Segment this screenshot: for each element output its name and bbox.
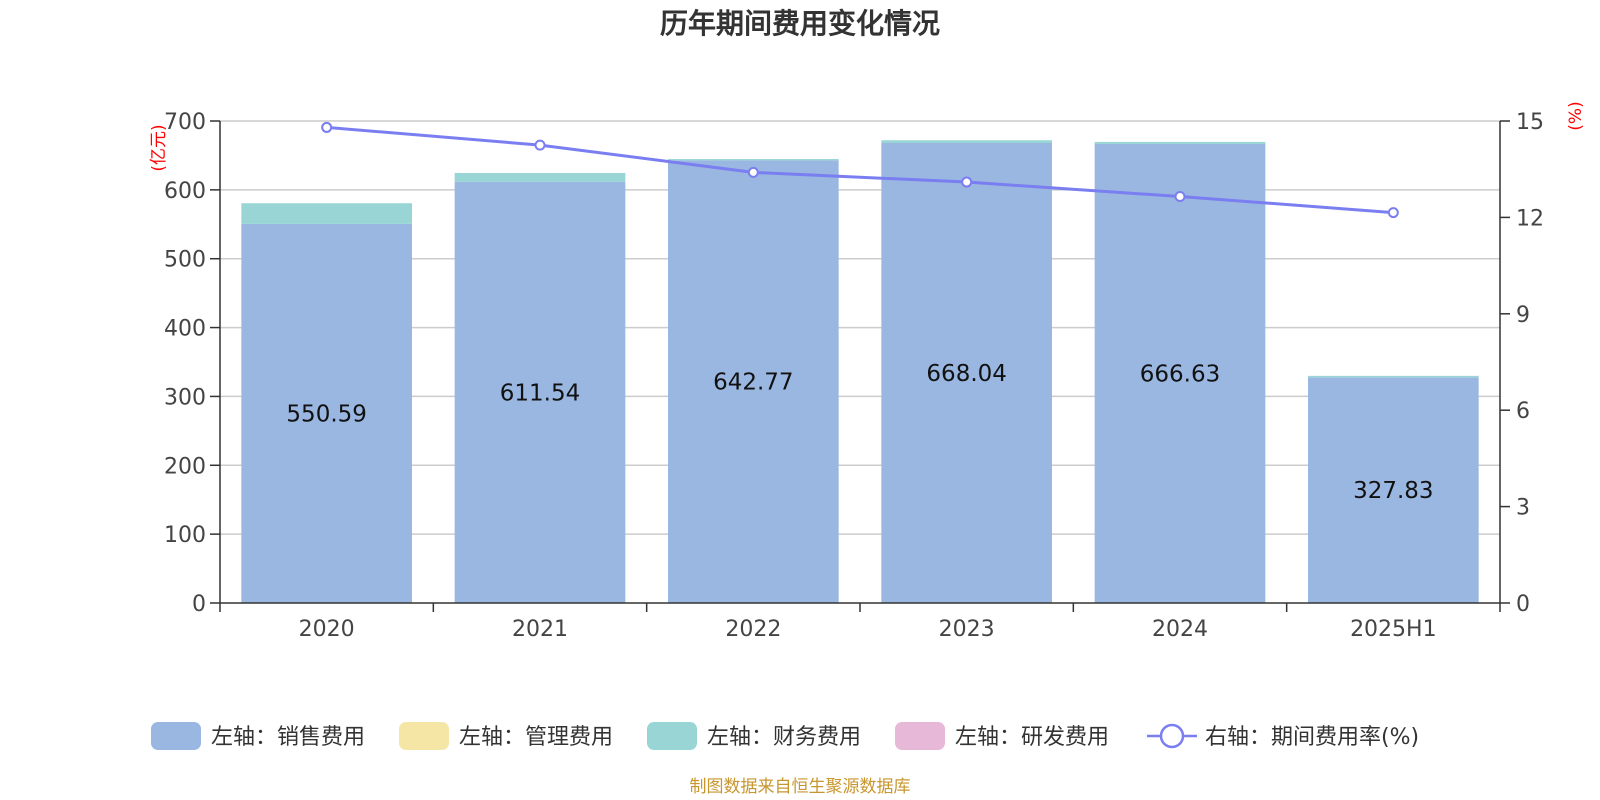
gridlines (220, 120, 1500, 535)
source-note: 制图数据来自恒生聚源数据库 (690, 777, 911, 797)
legend: 左轴：销售费用 左轴：管理费用 左轴：财务费用 左轴：研发费用 右轴：期间费用率(%) (151, 722, 1419, 750)
x-axis-tick-label: 2022 (725, 617, 781, 642)
rate-line-series (321, 121, 1399, 219)
right-axis-tick-label: 6 (1516, 399, 1530, 424)
bar-data-label: 642.77 (713, 370, 793, 396)
right-axis-tick-label: 3 (1516, 496, 1530, 521)
rate-line (326, 125, 1394, 215)
legend-label: 左轴：销售费用 (211, 725, 365, 750)
legend-swatch (895, 722, 945, 750)
right-axis-unit: (%) (1566, 101, 1586, 130)
right-axis-tick-label: 9 (1516, 303, 1530, 328)
legend-swatch (151, 722, 201, 750)
bar-data-labels: 550.59 611.54 642.77 668.04 666.63 327.83 (286, 361, 1433, 504)
bar-data-label: 327.83 (1353, 478, 1433, 504)
rate-point (961, 176, 973, 188)
bar (881, 143, 1052, 603)
legend-swatch (647, 722, 697, 750)
bar (668, 160, 839, 604)
left-axis-tick-label: 700 (164, 110, 206, 135)
bar (1094, 141, 1266, 144)
left-axis-tick-label: 300 (164, 385, 206, 410)
bar-data-label: 668.04 (926, 361, 1006, 387)
bar (1308, 377, 1479, 603)
x-axis-tick-label: 2025H1 (1350, 617, 1437, 642)
x-axis-tick-label: 2023 (939, 617, 995, 642)
bar-data-label: 550.59 (286, 401, 366, 427)
bar (454, 181, 626, 604)
bar (241, 223, 412, 603)
right-axis-tick-label: 0 (1516, 592, 1530, 617)
axes: 0 100 200 300 400 500 600 700 0 3 6 9 12 15 2020 2021 20… (164, 110, 1544, 642)
legend-label: 右轴：期间费用率(%) (1205, 725, 1419, 750)
bar (668, 159, 839, 161)
left-axis-tick-label: 400 (164, 317, 206, 342)
bar-series (241, 140, 1479, 604)
x-axis-tick-label: 2020 (299, 617, 355, 642)
x-axis-tick-label: 2021 (512, 617, 568, 642)
left-axis-unit: (亿元) (149, 124, 169, 171)
left-axis-tick-label: 100 (164, 523, 206, 548)
bar (1094, 143, 1266, 603)
legend-label: 左轴：财务费用 (707, 725, 861, 750)
right-axis-tick-label: 12 (1516, 206, 1544, 231)
rate-point (534, 139, 546, 151)
left-axis-tick-label: 600 (164, 179, 206, 204)
bar-data-label: 611.54 (500, 380, 580, 406)
rate-point (747, 166, 759, 178)
chart-title: 历年期间费用变化情况 (660, 7, 940, 40)
right-axis-tick-label: 15 (1516, 110, 1544, 135)
bar (881, 140, 1052, 144)
rate-point (321, 121, 333, 133)
bar-data-label: 666.63 (1140, 361, 1220, 387)
rate-point (1387, 207, 1399, 219)
bar (1308, 375, 1479, 378)
legend-label: 左轴：研发费用 (955, 725, 1109, 750)
legend-label: 左轴：管理费用 (459, 725, 613, 750)
legend-marker (1159, 723, 1185, 749)
bar (241, 203, 412, 224)
legend-swatch (399, 722, 449, 750)
left-axis-tick-label: 500 (164, 248, 206, 273)
rate-point (1174, 191, 1186, 203)
x-axis-tick-label: 2024 (1152, 617, 1208, 642)
left-axis-tick-label: 0 (192, 592, 206, 617)
left-axis-tick-label: 200 (164, 454, 206, 479)
bar (454, 172, 626, 182)
